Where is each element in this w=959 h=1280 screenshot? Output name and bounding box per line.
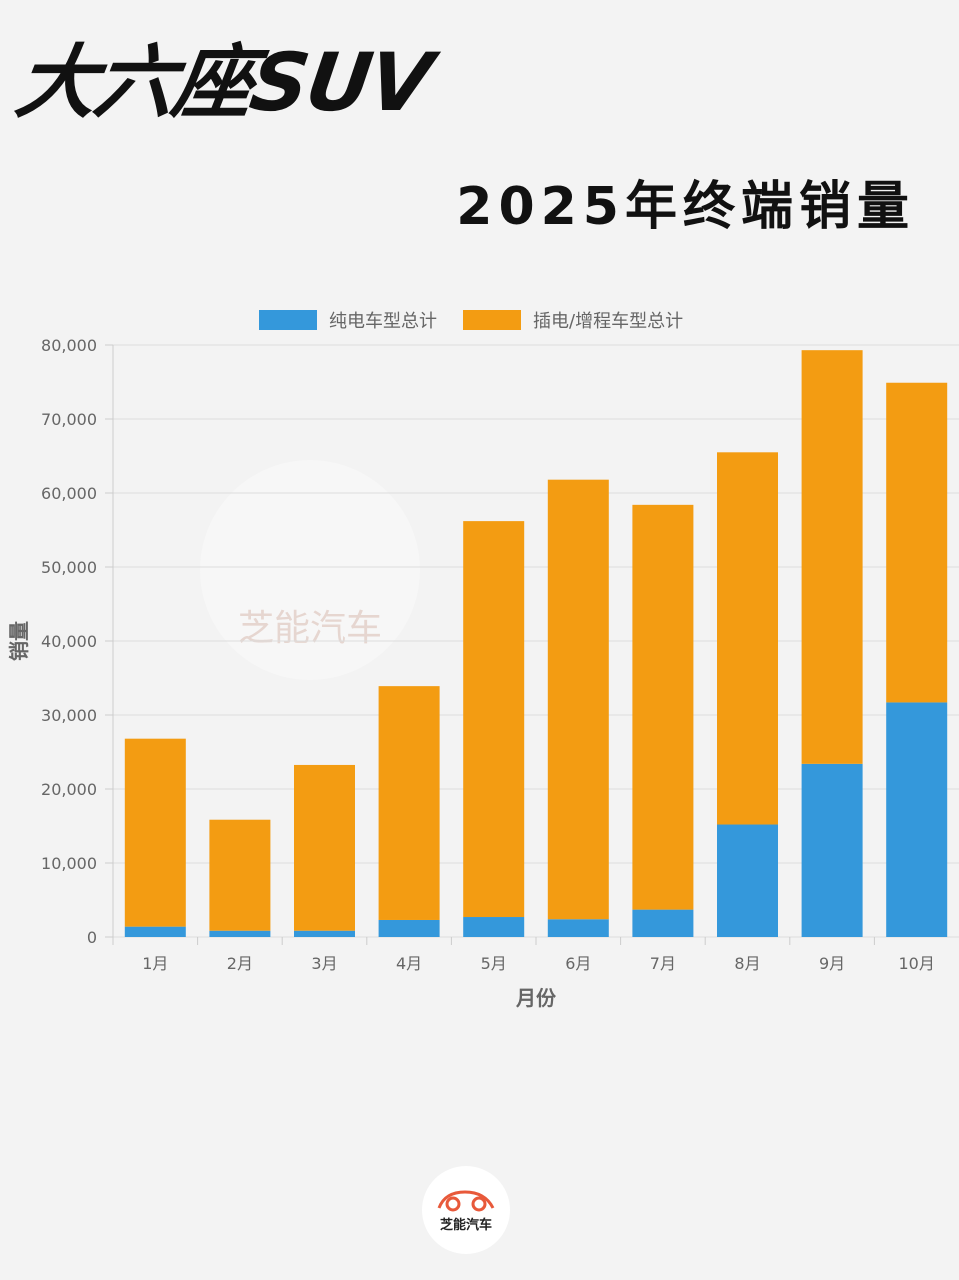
bar-bev-6 [547, 919, 609, 937]
y-axis-title: 销量 [7, 621, 31, 661]
bar-phev-9 [801, 350, 863, 764]
bar-phev-5 [463, 521, 525, 918]
y-tick-label: 20,000 [41, 780, 97, 799]
logo-text: 芝能汽车 [439, 1217, 492, 1233]
brand-logo: 芝能汽车 [422, 1166, 510, 1254]
watermark-text: 芝能汽车 [238, 608, 382, 649]
x-tick-label: 7月 [650, 954, 676, 973]
bar-bev-5 [463, 917, 525, 937]
legend-swatch-0 [259, 310, 317, 330]
bar-phev-2 [209, 819, 271, 931]
x-tick-label: 6月 [565, 954, 591, 973]
x-tick-label: 4月 [396, 954, 422, 973]
y-tick-label: 40,000 [41, 632, 97, 651]
x-tick-label: 5月 [481, 954, 507, 973]
y-tick-label: 0 [87, 928, 97, 947]
bar-phev-1 [124, 738, 186, 927]
bar-bev-8 [717, 824, 778, 937]
legend-label-0: 纯电车型总计 [329, 311, 437, 332]
bar-bev-4 [378, 919, 440, 937]
x-tick-label: 1月 [142, 954, 168, 973]
bar-phev-7 [632, 504, 694, 910]
bar-phev-6 [547, 479, 609, 920]
y-tick-label: 10,000 [41, 854, 97, 873]
bar-bev-9 [801, 763, 863, 937]
watermark-circle [200, 460, 420, 680]
bar-phev-4 [378, 686, 440, 920]
bar-bev-7 [632, 909, 694, 937]
stacked-bar-chart: 芝能汽车 0 10,000 20,000 30,000 40,000 50,000 60,00… [7, 310, 959, 1010]
x-tick-label: 2月 [227, 954, 253, 973]
x-tick-label: 3月 [311, 954, 337, 973]
y-tick-label: 70,000 [41, 410, 97, 429]
y-tick-label: 30,000 [41, 706, 97, 725]
x-tick-label: 10月 [899, 954, 935, 973]
bar-bev-1 [124, 926, 186, 937]
page-subtitle: 2025年终端销量 [456, 177, 915, 237]
x-tick-label: 8月 [734, 954, 760, 973]
bar-bev-2 [209, 930, 271, 937]
bar-phev-10 [886, 382, 948, 703]
car-logo-icon [437, 1189, 495, 1211]
y-tick-label: 80,000 [41, 336, 97, 355]
bar-bev-10 [886, 702, 948, 937]
legend-swatch-1 [463, 310, 521, 330]
y-tick-label: 60,000 [41, 484, 97, 503]
y-tick-label: 50,000 [41, 558, 97, 577]
x-axis-title: 月份 [515, 986, 557, 1010]
legend-label-1: 插电/增程车型总计 [533, 311, 683, 332]
bar-bev-3 [294, 930, 355, 937]
bar-phev-8 [717, 452, 778, 825]
x-tick-label: 9月 [819, 954, 845, 973]
bar-phev-3 [294, 764, 355, 931]
